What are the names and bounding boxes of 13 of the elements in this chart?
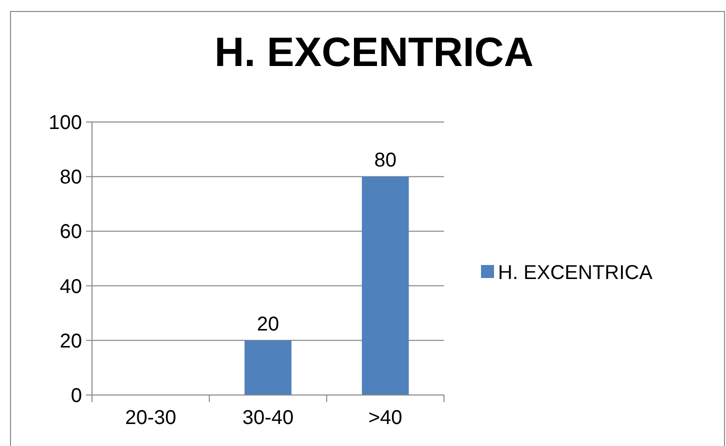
- x-tick-label: 20-30: [125, 407, 176, 429]
- y-tick-label: 60: [60, 221, 82, 244]
- x-tick-label: >40: [368, 407, 402, 429]
- y-tick-label: 40: [60, 276, 82, 298]
- y-tick-label: 20: [60, 330, 82, 352]
- data-label: 20: [256, 313, 280, 336]
- legend-label: H. EXCENTRICA: [498, 262, 654, 284]
- y-tick-label: 80: [60, 166, 82, 189]
- y-tick-label: 100: [48, 112, 82, 134]
- chart-title: H. EXCENTRICA: [214, 29, 534, 75]
- data-label: 80: [374, 150, 396, 172]
- x-tick-label: 30-40: [242, 407, 294, 429]
- y-tick-label: 0: [70, 385, 82, 407]
